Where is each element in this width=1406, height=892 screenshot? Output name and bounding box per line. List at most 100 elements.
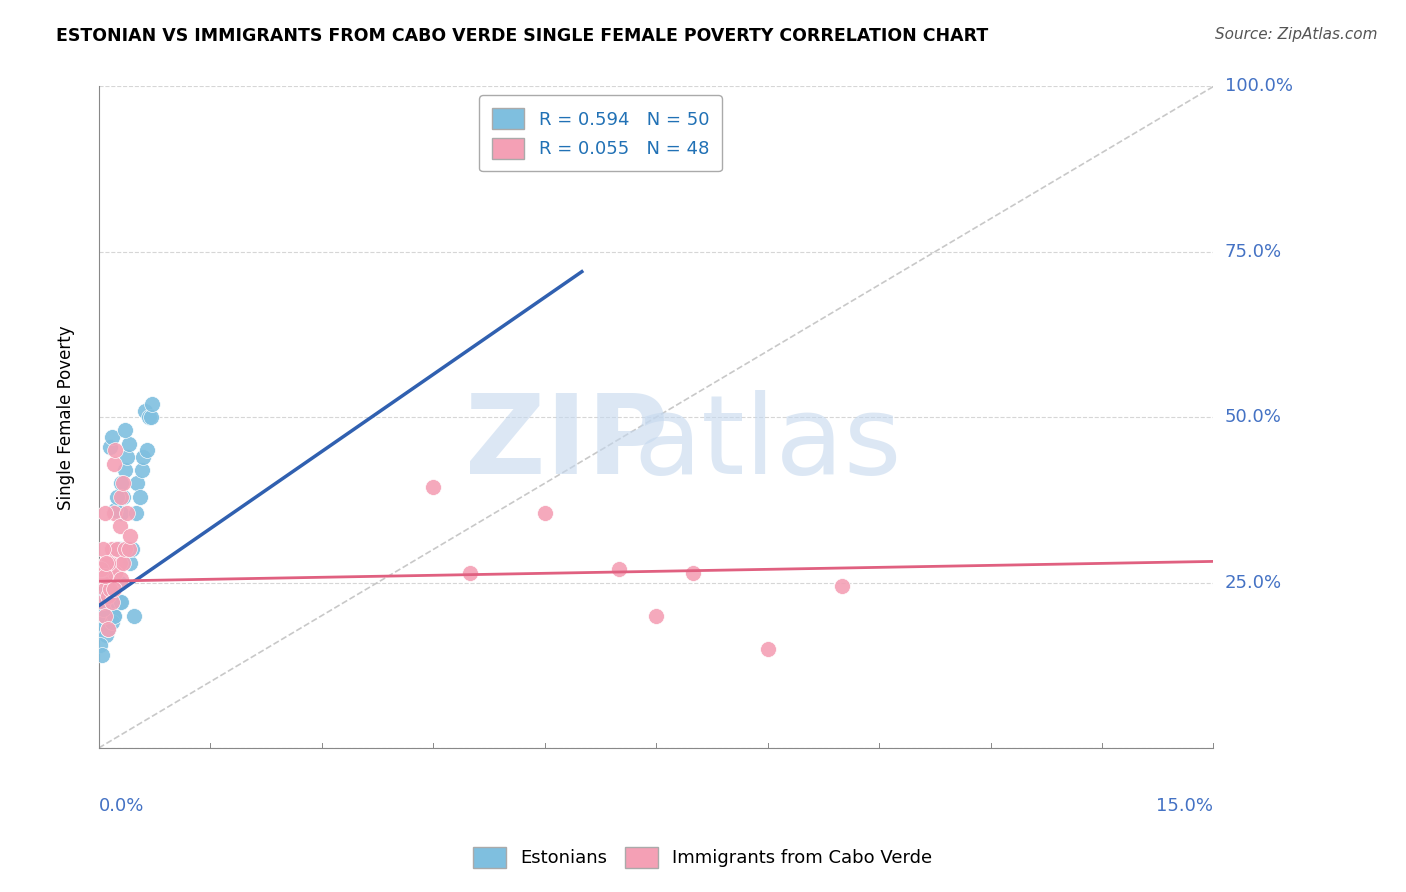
- Point: [108, 595, 131, 609]
- Point: [91, 602, 114, 616]
- Point: [91, 572, 114, 586]
- Point: [103, 608, 125, 623]
- Text: 100.0%: 100.0%: [1225, 78, 1292, 95]
- Point: [105, 542, 128, 557]
- Point: [91, 542, 114, 557]
- Point: [118, 556, 141, 570]
- Point: [93, 569, 115, 583]
- Point: [98, 440, 121, 454]
- Point: [98, 556, 121, 570]
- Point: [132, 450, 155, 464]
- Point: [103, 608, 125, 623]
- Point: [105, 490, 128, 504]
- Point: [96, 556, 118, 570]
- Point: [91, 622, 114, 636]
- Point: [533, 506, 555, 520]
- Point: [136, 443, 159, 458]
- Point: [114, 463, 136, 477]
- Point: [111, 490, 134, 504]
- Point: [108, 556, 131, 570]
- Point: [101, 430, 124, 444]
- Point: [93, 589, 115, 603]
- Point: [108, 519, 131, 533]
- Point: [97, 622, 120, 636]
- Text: atlas: atlas: [633, 390, 901, 497]
- Point: [115, 506, 138, 520]
- Point: [98, 569, 121, 583]
- Point: [97, 589, 120, 603]
- Point: [117, 436, 139, 450]
- Point: [104, 575, 127, 590]
- Point: [105, 542, 128, 557]
- Text: 25.0%: 25.0%: [1225, 574, 1282, 591]
- Point: [127, 476, 149, 491]
- Point: [121, 542, 143, 557]
- Text: 15.0%: 15.0%: [1157, 797, 1213, 814]
- Point: [98, 595, 121, 609]
- Point: [97, 556, 120, 570]
- Point: [124, 608, 146, 623]
- Point: [96, 572, 118, 586]
- Point: [97, 562, 120, 576]
- Point: [91, 608, 114, 623]
- Point: [114, 542, 136, 557]
- Point: [108, 542, 131, 557]
- Point: [101, 572, 124, 586]
- Point: [97, 602, 120, 616]
- Text: Source: ZipAtlas.com: Source: ZipAtlas.com: [1215, 27, 1378, 42]
- Point: [98, 582, 121, 597]
- Point: [115, 450, 138, 464]
- Point: [89, 639, 111, 653]
- Point: [96, 556, 118, 570]
- Point: [128, 490, 150, 504]
- Point: [101, 595, 124, 609]
- Y-axis label: Single Female Poverty: Single Female Poverty: [58, 325, 75, 509]
- Point: [97, 582, 120, 597]
- Point: [682, 566, 704, 580]
- Point: [101, 615, 124, 630]
- Point: [422, 480, 444, 494]
- Point: [96, 628, 118, 642]
- Point: [91, 562, 114, 576]
- Point: [607, 562, 630, 576]
- Point: [125, 506, 148, 520]
- Point: [110, 476, 132, 491]
- Point: [98, 572, 121, 586]
- Point: [756, 641, 779, 656]
- Point: [118, 529, 141, 543]
- Point: [93, 582, 115, 597]
- Legend: Estonians, Immigrants from Cabo Verde: Estonians, Immigrants from Cabo Verde: [463, 836, 943, 879]
- Point: [138, 410, 160, 425]
- Point: [110, 595, 132, 609]
- Point: [101, 542, 124, 557]
- Point: [104, 503, 127, 517]
- Point: [91, 595, 114, 609]
- Point: [460, 566, 482, 580]
- Point: [103, 582, 125, 597]
- Point: [93, 608, 115, 623]
- Point: [110, 572, 132, 586]
- Text: 50.0%: 50.0%: [1225, 409, 1281, 426]
- Point: [645, 608, 668, 623]
- Point: [139, 410, 162, 425]
- Point: [90, 648, 112, 663]
- Point: [93, 595, 115, 609]
- Point: [117, 542, 139, 557]
- Text: ZIP: ZIP: [465, 390, 669, 497]
- Point: [104, 566, 127, 580]
- Point: [93, 506, 115, 520]
- Text: 0.0%: 0.0%: [98, 797, 145, 814]
- Legend: R = 0.594   N = 50, R = 0.055   N = 48: R = 0.594 N = 50, R = 0.055 N = 48: [479, 95, 721, 171]
- Point: [90, 562, 112, 576]
- Point: [105, 542, 128, 557]
- Point: [93, 608, 115, 623]
- Text: 75.0%: 75.0%: [1225, 243, 1282, 260]
- Point: [103, 457, 125, 471]
- Point: [108, 575, 131, 590]
- Text: ESTONIAN VS IMMIGRANTS FROM CABO VERDE SINGLE FEMALE POVERTY CORRELATION CHART: ESTONIAN VS IMMIGRANTS FROM CABO VERDE S…: [56, 27, 988, 45]
- Point: [104, 443, 127, 458]
- Point: [141, 397, 163, 411]
- Point: [831, 579, 853, 593]
- Point: [110, 490, 132, 504]
- Point: [131, 463, 153, 477]
